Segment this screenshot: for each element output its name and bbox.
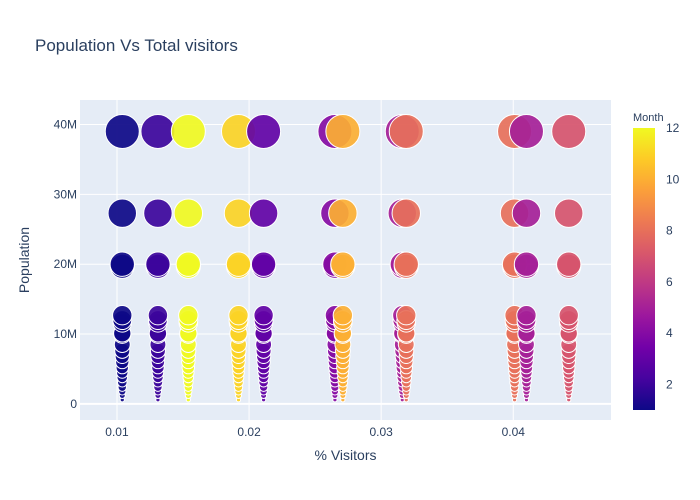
scatter-point: [109, 251, 135, 277]
colorbar-gradient: [633, 128, 655, 410]
colorbar-tick-label: 8: [666, 224, 673, 238]
scatter-point: [391, 198, 421, 228]
colorbar-title: Month: [633, 112, 664, 124]
colorbar-tick-label: 6: [666, 275, 673, 289]
scatter-point: [140, 113, 176, 149]
scatter-point: [556, 251, 582, 277]
scatter-point: [223, 198, 254, 228]
data-points: [104, 113, 587, 403]
scatter-point: [388, 113, 424, 149]
scatter-point: [396, 304, 417, 326]
scatter-point: [513, 251, 540, 277]
chart-title: Population Vs Total visitors: [35, 36, 238, 55]
y-tick-label: 10M: [54, 327, 77, 341]
scatter-point: [511, 198, 542, 228]
colorbar-tick-label: 12: [666, 121, 680, 135]
scatter-point: [508, 113, 544, 149]
y-tick-label: 40M: [54, 117, 77, 131]
scatter-point: [558, 304, 579, 326]
y-tick-label: 30M: [54, 187, 77, 201]
y-axis-title: Population: [16, 227, 32, 293]
scatter-point: [516, 304, 537, 326]
scatter-point: [145, 251, 171, 277]
scatter-point: [104, 113, 140, 149]
scatter-point: [393, 251, 419, 277]
x-tick-label: 0.04: [502, 425, 526, 439]
x-axis-title: % Visitors: [315, 447, 377, 463]
scatter-point: [112, 304, 133, 326]
scatter-point: [170, 113, 206, 149]
x-tick-label: 0.03: [369, 425, 393, 439]
y-tick-label: 0: [70, 397, 77, 411]
scatter-point: [330, 251, 356, 277]
scatter-point: [143, 198, 173, 228]
scatter-point: [325, 113, 361, 149]
x-tick-label: 0.02: [237, 425, 261, 439]
scatter-point: [253, 304, 274, 326]
colorbar-tick-label: 2: [666, 377, 673, 391]
colorbar-tick-label: 4: [666, 326, 673, 340]
scatter-point: [178, 304, 199, 326]
scatter-point: [228, 304, 249, 326]
scatter-point: [554, 198, 584, 228]
scatter-point: [551, 113, 587, 149]
scatter-point: [332, 304, 354, 326]
scatter-point: [328, 198, 358, 228]
colorbar: Month 2 4 6 8 10 12: [633, 112, 680, 410]
colorbar-tick-label: 10: [666, 172, 680, 186]
scatter-point: [225, 251, 252, 277]
x-tick-label: 0.01: [105, 425, 129, 439]
colorbar-tick-labels: 2 4 6 8 10 12: [666, 121, 680, 391]
scatter-point: [175, 251, 201, 277]
scatter-point: [248, 198, 279, 228]
x-tick-labels: 0.01 0.02 0.03 0.04: [105, 425, 525, 439]
scatter-point: [250, 251, 277, 277]
scatter-point: [246, 113, 282, 149]
y-tick-label: 20M: [54, 257, 77, 271]
scatter-point: [147, 304, 169, 326]
scatter-point: [107, 198, 137, 228]
scatter-point: [173, 198, 204, 228]
y-tick-labels: 0 10M 20M 30M 40M: [54, 117, 78, 410]
